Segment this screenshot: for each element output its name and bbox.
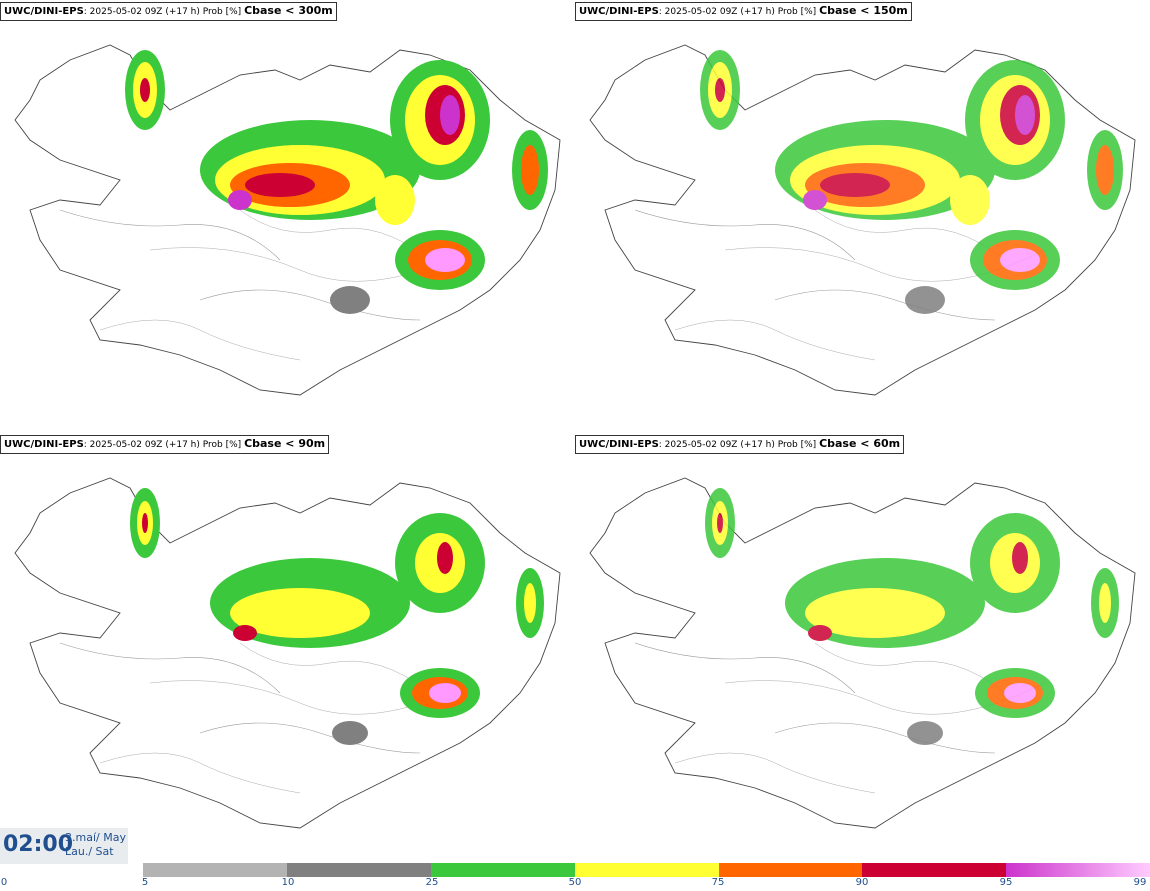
legend-tick: 5 [141, 877, 149, 888]
legend-tick: 50 [568, 877, 582, 888]
legend-segment [431, 863, 575, 877]
panel-caption: UWC/DINI-EPS: 2025-05-02 09Z (+17 h) Pro… [0, 2, 337, 21]
legend-segment [1006, 863, 1150, 877]
probability-map [14, 44, 561, 396]
probability-map [589, 477, 1136, 829]
legend-segment [719, 863, 862, 877]
map-panel-90m: UWC/DINI-EPS: 2025-05-02 09Z (+17 h) Pro… [0, 433, 575, 853]
legend-segment [862, 863, 1006, 877]
legend-segment [575, 863, 719, 877]
map-panel-150m: UWC/DINI-EPS: 2025-05-02 09Z (+17 h) Pro… [575, 0, 1150, 420]
probability-map [589, 44, 1136, 396]
probability-map [14, 477, 561, 829]
valid-time-box: 02:00 3.maí/ May Lau./ Sat [0, 828, 128, 864]
legend-tick: 90 [855, 877, 869, 888]
legend-tick: 95 [999, 877, 1013, 888]
color-legend [143, 863, 1150, 877]
valid-date: 3.maí/ May Lau./ Sat [65, 831, 126, 858]
panel-caption: UWC/DINI-EPS: 2025-05-02 09Z (+17 h) Pro… [0, 435, 330, 454]
valid-time: 02:00 [3, 832, 74, 857]
legend-tick: 0 [0, 877, 8, 888]
legend-tick: 99 [1133, 877, 1147, 888]
legend-tick: 10 [281, 877, 295, 888]
map-panel-300m: UWC/DINI-EPS: 2025-05-02 09Z (+17 h) Pro… [0, 0, 575, 420]
legend-segment [143, 863, 287, 877]
panel-caption: UWC/DINI-EPS: 2025-05-02 09Z (+17 h) Pro… [575, 2, 912, 21]
legend-ticks: 0 5 10 25 50 75 90 95 99 [0, 877, 1150, 891]
legend-tick: 25 [425, 877, 439, 888]
legend-segment [287, 863, 431, 877]
map-panel-60m: UWC/DINI-EPS: 2025-05-02 09Z (+17 h) Pro… [575, 433, 1150, 853]
panel-caption: UWC/DINI-EPS: 2025-05-02 09Z (+17 h) Pro… [575, 435, 905, 454]
legend-tick: 75 [711, 877, 725, 888]
